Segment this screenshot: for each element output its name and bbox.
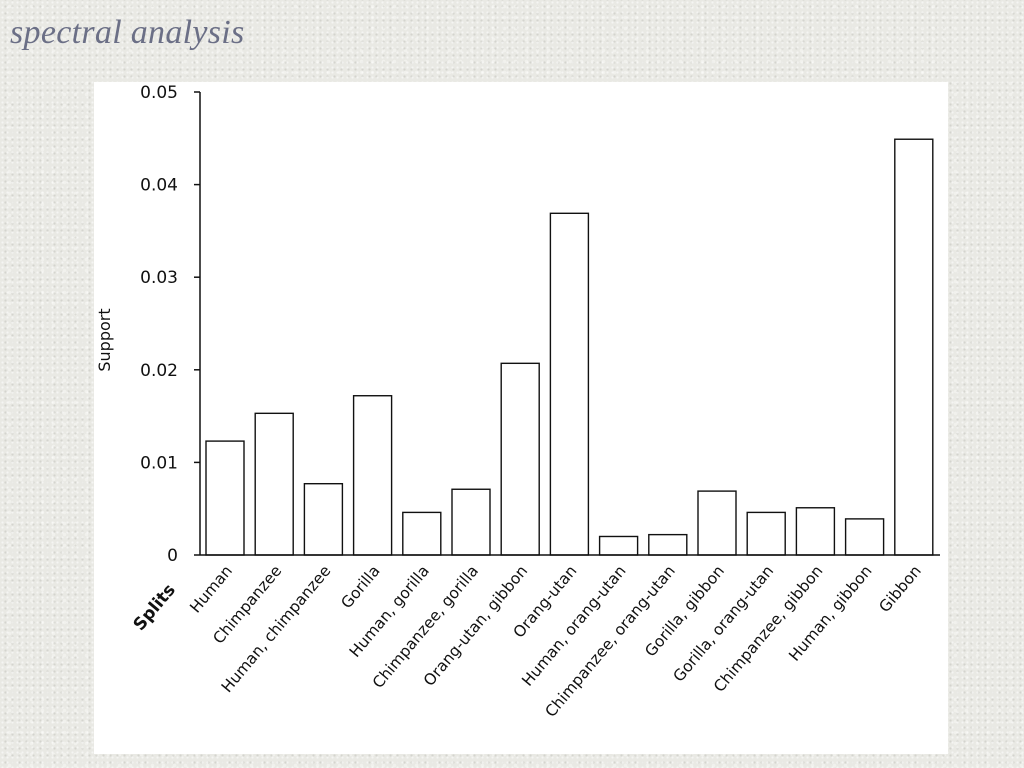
bar	[746, 511, 786, 556]
bar	[303, 482, 344, 556]
y-tick-label: 0.01	[140, 453, 178, 473]
y-axis-title: Support	[95, 308, 114, 371]
chart-panel: 0 0.01 0.02 0.03 0.04 0.05 Human Chimpanzee Hum…	[94, 82, 948, 754]
bar	[549, 212, 590, 556]
category-label: Human	[186, 562, 236, 616]
bar	[795, 507, 836, 556]
bar	[352, 395, 393, 556]
y-axis: 0 0.01 0.02 0.03 0.04 0.05	[140, 83, 201, 566]
y-tick-label: 0.04	[140, 176, 178, 196]
bar	[648, 533, 688, 556]
category-label: Gibbon	[876, 562, 925, 616]
bar-chart: 0 0.01 0.02 0.03 0.04 0.05 HumanChimpanzeeHum…	[95, 83, 940, 721]
y-tick-label: 0.05	[140, 83, 178, 103]
bar	[500, 362, 540, 556]
slide-title: spectral analysis	[10, 14, 245, 51]
x-axis-title: Splits	[130, 580, 180, 634]
y-tick-label: 0.02	[140, 361, 178, 381]
category-label: Gorilla	[338, 562, 384, 612]
bar	[451, 488, 491, 556]
bar	[844, 518, 885, 556]
bar	[697, 490, 737, 556]
bar	[598, 535, 639, 556]
bar	[254, 412, 294, 556]
bars	[205, 138, 934, 556]
bar	[402, 511, 442, 556]
y-tick-label: 0	[167, 546, 178, 566]
bar	[894, 138, 934, 556]
bar	[205, 440, 245, 556]
y-tick-label: 0.03	[140, 268, 178, 288]
